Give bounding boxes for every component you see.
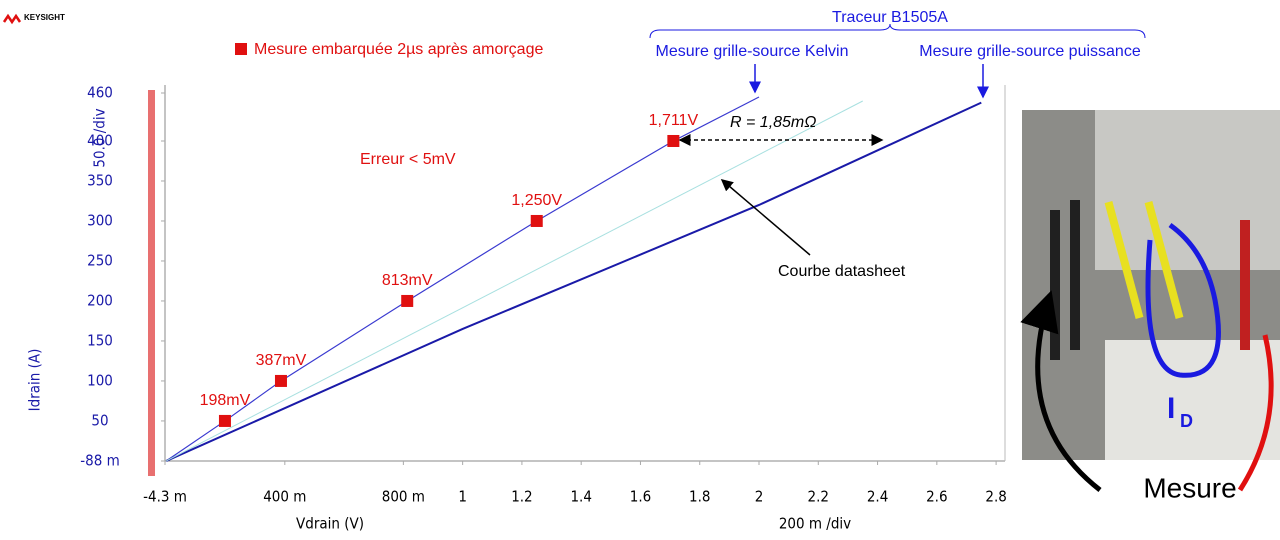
power-note: Mesure grille-source puissance <box>919 43 1141 60</box>
y-tick-label: 50 <box>91 411 108 429</box>
tracer-note: Traceur B1505A <box>832 9 948 26</box>
x-tick-label: 400 m <box>263 488 306 506</box>
current-label: I <box>1167 392 1175 425</box>
data-point <box>218 414 231 427</box>
y-tick-label: 350 <box>87 171 113 189</box>
x-tick-label: 2.8 <box>985 488 1006 506</box>
data-point <box>274 374 287 387</box>
data-point <box>530 214 543 227</box>
x-tick-label: 1.6 <box>630 488 651 506</box>
datasheet-note: Courbe datasheet <box>778 263 906 280</box>
x-tick-label: 2 <box>755 488 764 506</box>
current-sub: D <box>1180 411 1193 431</box>
logo-mark <box>2 13 22 25</box>
measure-note: Mesure <box>1143 472 1236 503</box>
error-note: Erreur < 5mV <box>360 151 456 168</box>
logo: KEYSIGHT <box>24 13 65 22</box>
y-axis-label: Idrain (A) <box>26 349 44 412</box>
x-tick-label: 1.4 <box>570 488 591 506</box>
x-tick-label: 800 m <box>382 488 425 506</box>
y-tick-label: 150 <box>87 331 113 349</box>
y-tick-label: 400 <box>87 131 113 149</box>
data-point <box>667 134 680 147</box>
x-div: 200 m /div <box>779 515 851 533</box>
datasheet-arrow <box>720 179 811 256</box>
resistance-note: R = 1,85mΩ <box>730 114 816 131</box>
y-tick-label: 250 <box>87 251 113 269</box>
series-line <box>165 101 982 462</box>
series-line <box>166 100 863 462</box>
x-tick-label: 2.6 <box>926 488 947 506</box>
point-label: 1,250V <box>511 192 562 209</box>
tracer-brace <box>649 23 1146 39</box>
x-tick-label: 1 <box>458 488 467 506</box>
y-tick-label: 300 <box>87 211 113 229</box>
x-tick-label: 2.2 <box>808 488 829 506</box>
point-label: 387mV <box>256 352 307 369</box>
x-axis-label: Vdrain (V) <box>296 515 364 533</box>
plot-area: -88 m 50 100 150 200 250 300 350 400 460 -4.3 m 400… <box>80 83 1007 505</box>
data-point <box>401 294 414 307</box>
y-div: 50.0 /div <box>91 108 109 167</box>
y-tick-label: 460 <box>87 83 113 101</box>
x-tick-label: 2.4 <box>867 488 888 506</box>
legend-label: Mesure embarquée 2µs après amorçage <box>254 41 543 58</box>
point-label: 1,711V <box>649 112 699 129</box>
point-label: 813mV <box>382 272 433 289</box>
y-tick-label: 200 <box>87 291 113 309</box>
legend-marker <box>235 43 247 55</box>
left-bar <box>148 90 155 476</box>
y-tick-label: -88 m <box>80 452 119 470</box>
x-tick-label: -4.3 m <box>143 488 187 506</box>
x-tick-label: 1.8 <box>689 488 710 506</box>
series-line <box>165 96 760 462</box>
kelvin-note: Mesure grille-source Kelvin <box>656 43 849 60</box>
x-tick-label: 1.2 <box>511 488 532 506</box>
point-label: 198mV <box>200 392 251 409</box>
y-tick-label: 100 <box>87 371 113 389</box>
photo <box>1020 110 1280 492</box>
